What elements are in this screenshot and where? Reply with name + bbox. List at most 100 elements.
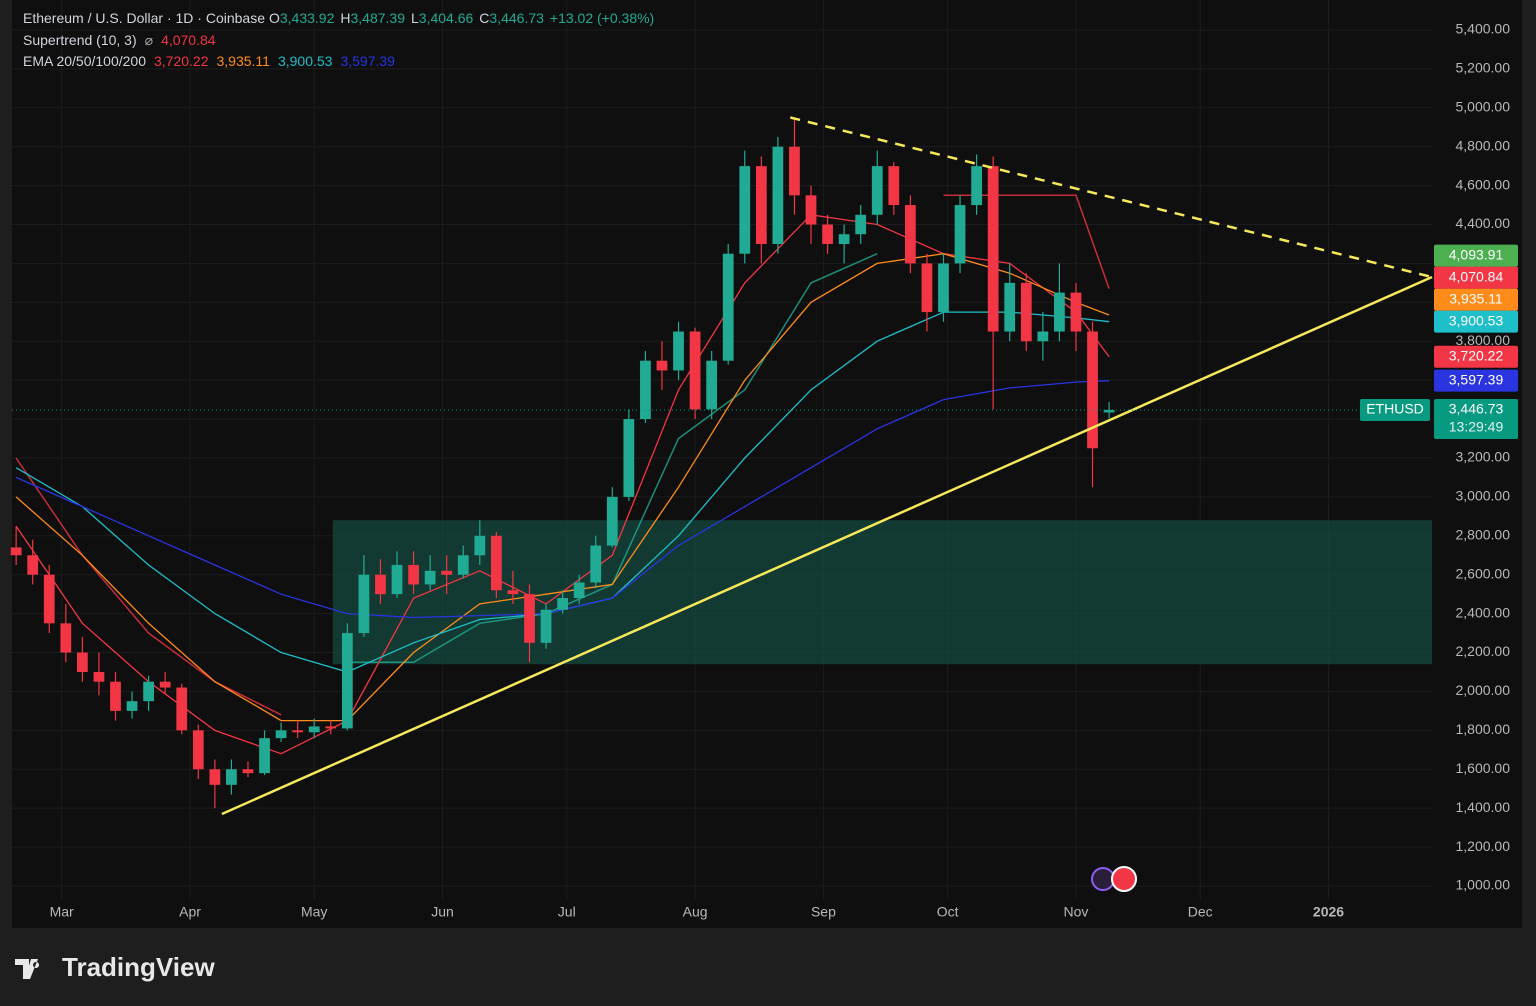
x-tick-label: May: [301, 904, 327, 920]
candle-body: [474, 535, 486, 556]
y-tick-label: 1,000.00: [1456, 877, 1511, 893]
x-tick-label: Oct: [937, 904, 959, 920]
price-badge: [1434, 345, 1518, 368]
footer: TradingView: [0, 930, 1536, 1006]
candle-body: [871, 166, 883, 215]
supertrend-value: 4,070.84: [161, 32, 216, 48]
candle-body: [706, 360, 718, 410]
ema-value: 3,597.39: [340, 53, 395, 69]
y-tick-label: 4,400.00: [1456, 215, 1511, 231]
current-price-badge: [1434, 398, 1518, 439]
candle-body: [606, 496, 618, 546]
candle-body: [143, 681, 154, 702]
candle-body: [656, 360, 668, 371]
y-tick-label: 4,800.00: [1456, 137, 1511, 153]
symbol-title: Ethereum / U.S. Dollar · 1D · Coinbase: [23, 10, 265, 26]
candle-body: [722, 253, 734, 361]
candle-body: [739, 166, 751, 254]
price-badge-label: 4,093.91: [1449, 246, 1504, 262]
candle-body: [1103, 409, 1115, 413]
ohlc-value: 3,433.92: [280, 10, 335, 26]
candle-body: [292, 730, 304, 733]
candle-body: [1070, 292, 1082, 332]
y-tick-label: 3,000.00: [1456, 488, 1511, 504]
ema-value: 3,900.53: [278, 53, 333, 69]
event-icon[interactable]: [1091, 867, 1115, 891]
price-badge: [1434, 288, 1518, 311]
ema-name: EMA 20/50/100/200: [23, 53, 146, 69]
price-badge: [1434, 244, 1518, 267]
candle-body: [126, 701, 138, 711]
candle-body: [226, 769, 237, 785]
candle-body: [540, 609, 552, 643]
x-tick-label: Nov: [1064, 904, 1089, 920]
event-flag-icon[interactable]: [1111, 866, 1137, 892]
candle-body: [490, 535, 502, 591]
legend: Ethereum / U.S. Dollar · 1D · Coinbase O3…: [23, 10, 654, 69]
candle-body: [209, 769, 221, 785]
legend-row-supertrend: Supertrend (10, 3) ⌀ 4,070.84: [23, 32, 216, 48]
ohlc-key: H: [340, 10, 350, 26]
candle-body: [987, 166, 999, 332]
price-badge: [1434, 369, 1518, 392]
candle-body: [358, 574, 370, 634]
candle-body: [573, 582, 585, 599]
price-badge: [1434, 266, 1518, 289]
price-label-layer: ETHUSD 3,446.7313:29:493,597.393,720.223,…: [1360, 244, 1518, 439]
candle-layer: [10, 117, 1115, 809]
x-tick-label: Sep: [811, 904, 836, 920]
candle-body: [971, 166, 982, 206]
candle-body: [755, 166, 767, 244]
price-badge: [1434, 310, 1518, 333]
ema-value: 3,720.22: [154, 53, 209, 69]
y-tick-label: 1,400.00: [1456, 799, 1511, 815]
ohlc-key: C: [479, 10, 489, 26]
price-badge-label: 3,720.22: [1449, 347, 1504, 363]
candle-body: [441, 570, 453, 575]
y-tick-label: 1,200.00: [1456, 838, 1511, 854]
candle-body: [110, 681, 121, 711]
ohlc-key: O: [269, 10, 280, 26]
candle-body: [673, 331, 684, 371]
x-tick-label: 2026: [1313, 904, 1344, 920]
price-badge-label: 3,900.53: [1449, 312, 1504, 328]
y-tick-label: 5,200.00: [1456, 60, 1511, 76]
candle-body: [524, 594, 535, 643]
symbol-badge: [1360, 398, 1430, 421]
x-tick-label: Dec: [1188, 904, 1213, 920]
ohlc-key: L: [411, 10, 419, 26]
current-price-label: 3,446.73: [1449, 401, 1504, 417]
candle-body: [1020, 282, 1032, 342]
candle-body: [1004, 282, 1016, 332]
candle-body: [1037, 331, 1049, 342]
ema-value: 3,935.11: [217, 53, 271, 69]
y-tick-label: 2,000.00: [1456, 682, 1511, 698]
price-badge-label: 3,935.11: [1449, 290, 1503, 306]
legend-row-ohlc: Ethereum / U.S. Dollar · 1D · Coinbase O3…: [23, 10, 654, 26]
candle-body: [904, 205, 916, 264]
candle-body: [855, 214, 867, 235]
x-tick-label: Mar: [50, 904, 74, 920]
candle-body: [259, 738, 270, 774]
candle-body: [391, 564, 403, 595]
candle-body: [43, 574, 55, 624]
y-tick-label: 4,600.00: [1456, 176, 1511, 192]
brand-name: TradingView: [62, 952, 215, 982]
price-badge-label: 4,070.84: [1449, 268, 1504, 284]
candle-body: [689, 331, 701, 410]
candle-body: [27, 555, 39, 575]
footer-bar: [0, 930, 1536, 1006]
y-tick-label: 1,600.00: [1456, 760, 1511, 776]
candle-body: [341, 633, 353, 729]
candle-body: [159, 681, 171, 688]
symbol-label: ETHUSD: [1366, 401, 1424, 417]
candle-body: [192, 730, 204, 770]
x-tick-label: Jun: [431, 904, 454, 920]
y-tick-label: 2,800.00: [1456, 527, 1511, 543]
candle-body: [308, 726, 320, 733]
visibility-icon[interactable]: ⌀: [145, 32, 154, 48]
event-icons[interactable]: [1091, 866, 1137, 892]
candle-body: [408, 564, 419, 585]
ema-line: [15, 380, 1110, 619]
